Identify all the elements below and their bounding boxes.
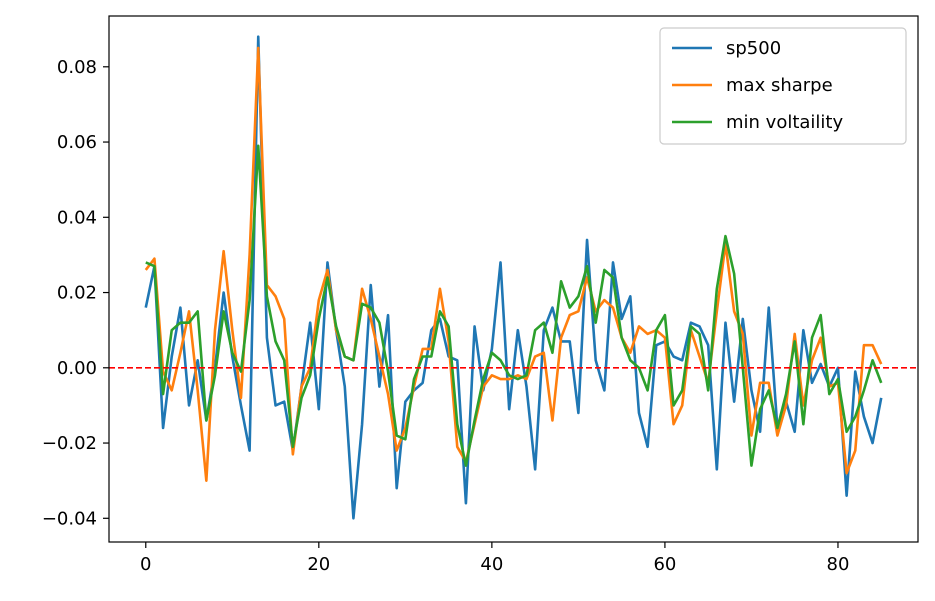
y-tick-label: −0.02 [42, 433, 97, 454]
x-tick-label: 40 [480, 554, 503, 575]
legend: sp500 max sharpe min voltaility [659, 27, 907, 145]
y-tick-label: 0.08 [57, 57, 97, 78]
legend-label: min voltaility [726, 112, 843, 133]
axes: 0 20 40 60 80 −0.04 −0.02 0.00 0.02 0.04 0.06 0.08 [42, 15, 919, 575]
y-tick-label: 0.00 [57, 358, 97, 379]
x-tick-label: 60 [653, 554, 676, 575]
plot-area [109, 35, 918, 520]
legend-label: max sharpe [726, 75, 833, 96]
x-tick-label: 80 [827, 554, 850, 575]
x-tick-label: 20 [307, 554, 330, 575]
y-tick-label: 0.04 [57, 207, 97, 228]
y-tick-label: 0.02 [57, 283, 97, 304]
legend-label: sp500 [726, 38, 781, 59]
plot-frame [108, 15, 919, 543]
y-tick-label: 0.06 [57, 132, 97, 153]
y-tick-label: −0.04 [42, 508, 97, 529]
x-tick-label: 0 [140, 554, 151, 575]
series-line-min-voltaility [145, 144, 883, 467]
legend-box [659, 27, 907, 145]
